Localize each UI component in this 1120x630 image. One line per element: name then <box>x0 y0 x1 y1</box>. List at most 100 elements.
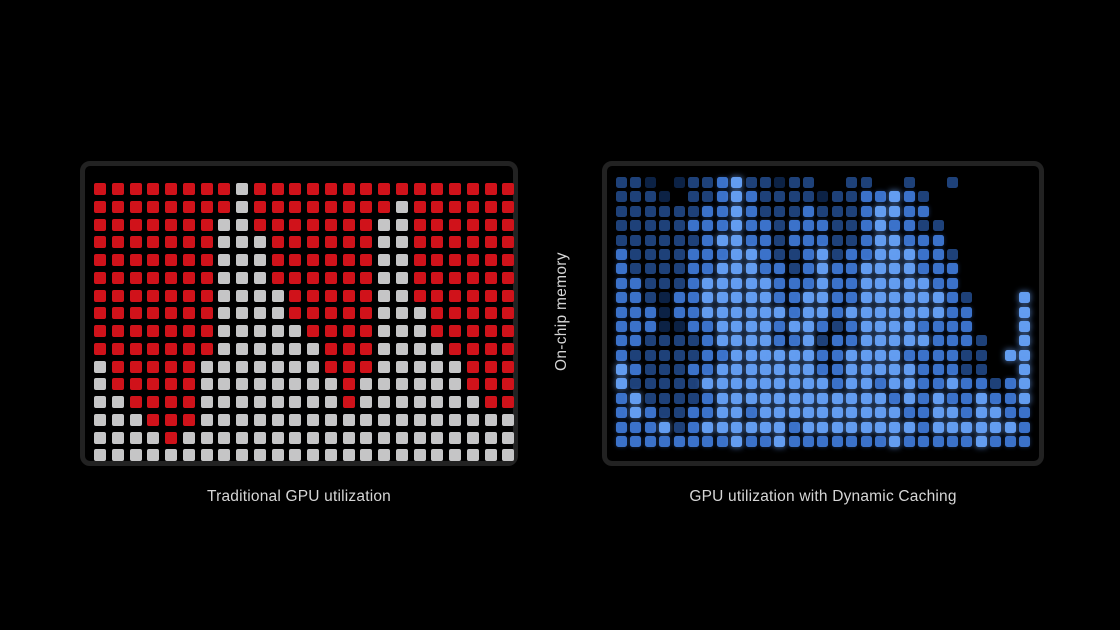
memory-cell <box>903 292 915 304</box>
memory-cell <box>975 335 987 347</box>
memory-cell <box>616 234 627 246</box>
memory-cell <box>731 220 743 232</box>
memory-cell <box>360 307 373 320</box>
memory-cell <box>484 360 497 373</box>
memory-cell <box>860 436 872 448</box>
memory-cell <box>94 307 106 320</box>
memory-cell <box>182 307 195 320</box>
memory-cell <box>307 254 319 266</box>
memory-cell <box>111 396 124 408</box>
memory-cell <box>218 254 231 266</box>
memory-cell <box>616 205 627 217</box>
memory-cell <box>831 248 843 260</box>
memory-cell <box>271 325 284 337</box>
traditional-gpu-panel <box>80 161 518 466</box>
memory-cell <box>846 349 858 361</box>
memory-cell <box>716 191 728 203</box>
memory-cell <box>918 248 930 260</box>
memory-cell <box>903 364 915 376</box>
memory-cell <box>200 236 213 249</box>
memory-cell <box>990 335 1001 346</box>
memory-cell <box>659 364 671 376</box>
memory-cell <box>673 392 685 404</box>
memory-cell <box>990 263 1001 274</box>
memory-cell <box>236 360 248 373</box>
memory-cell <box>687 263 699 275</box>
memory-cell <box>307 183 319 195</box>
memory-cell <box>659 436 671 448</box>
memory-cell <box>644 378 656 390</box>
memory-cell <box>630 292 642 304</box>
memory-cell <box>817 421 829 433</box>
memory-cell <box>731 306 743 318</box>
memory-cell <box>759 378 771 390</box>
memory-cell <box>946 436 958 448</box>
memory-cell <box>745 220 757 232</box>
memory-cell <box>630 205 642 217</box>
memory-cell <box>502 360 515 373</box>
memory-cell <box>147 289 160 302</box>
memory-cell <box>413 325 426 337</box>
memory-cell <box>687 407 699 419</box>
memory-cell <box>932 407 944 419</box>
memory-cell <box>976 235 987 246</box>
memory-cell <box>378 449 390 462</box>
memory-cell <box>889 407 901 419</box>
memory-cell <box>875 335 887 347</box>
memory-cell <box>803 421 815 433</box>
memory-cell <box>817 220 829 232</box>
memory-cell <box>236 254 248 266</box>
memory-cell <box>502 396 515 408</box>
memory-cell <box>1018 320 1030 332</box>
memory-cell <box>687 306 699 318</box>
memory-cell <box>788 421 800 433</box>
memory-cell <box>484 378 497 391</box>
memory-cell <box>431 449 444 462</box>
memory-cell <box>716 378 728 390</box>
memory-cell <box>616 191 627 203</box>
memory-cell <box>218 218 231 231</box>
memory-cell <box>253 449 266 462</box>
memory-cell <box>831 234 843 246</box>
memory-cell <box>502 413 515 426</box>
memory-cell <box>990 407 1002 419</box>
memory-cell <box>817 234 829 246</box>
memory-cell <box>759 392 771 404</box>
memory-cell <box>644 220 656 232</box>
memory-cell <box>788 335 800 347</box>
memory-cell <box>946 306 958 318</box>
memory-cell <box>484 413 497 426</box>
memory-cell <box>484 289 497 302</box>
memory-cell <box>788 378 800 390</box>
memory-cell <box>803 277 815 289</box>
memory-cell <box>413 360 426 373</box>
memory-cell <box>659 177 670 188</box>
memory-cell <box>731 421 743 433</box>
memory-cell <box>630 335 642 347</box>
memory-cell <box>342 254 355 266</box>
memory-cell <box>413 396 426 408</box>
memory-cell <box>860 421 872 433</box>
memory-cell <box>673 220 685 232</box>
memory-cell <box>484 307 497 320</box>
memory-cell <box>702 306 714 318</box>
memory-cell <box>342 218 355 231</box>
memory-cell <box>961 220 972 231</box>
memory-cell <box>413 431 426 444</box>
memory-cell <box>236 307 248 320</box>
memory-cell <box>889 292 901 304</box>
memory-cell <box>875 421 887 433</box>
memory-cell <box>324 254 337 266</box>
memory-cell <box>759 335 771 347</box>
memory-cell <box>774 378 786 390</box>
memory-cell <box>831 407 843 419</box>
memory-cell <box>846 421 858 433</box>
memory-cell <box>875 191 887 203</box>
memory-cell <box>165 307 177 320</box>
memory-cell <box>803 292 815 304</box>
memory-cell <box>413 449 426 462</box>
memory-cell <box>961 421 973 433</box>
memory-cell <box>307 378 319 391</box>
memory-cell <box>449 183 461 195</box>
memory-cell <box>218 307 231 320</box>
